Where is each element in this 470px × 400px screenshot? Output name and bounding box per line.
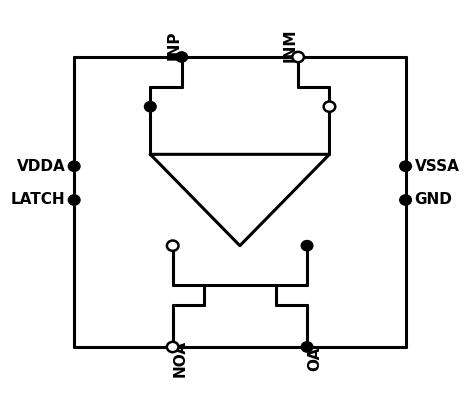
Text: INP: INP [167, 30, 181, 60]
Circle shape [324, 102, 335, 112]
Text: OA: OA [307, 347, 322, 371]
Circle shape [167, 342, 179, 352]
Circle shape [301, 342, 313, 352]
Text: VDDA: VDDA [16, 159, 65, 174]
Text: LATCH: LATCH [11, 192, 65, 208]
Circle shape [176, 52, 188, 62]
Circle shape [301, 240, 313, 251]
Circle shape [144, 102, 156, 112]
Circle shape [68, 161, 80, 171]
Circle shape [167, 240, 179, 251]
Circle shape [400, 195, 411, 205]
Text: GND: GND [415, 192, 453, 208]
Text: VSSA: VSSA [415, 159, 459, 174]
Text: INM: INM [283, 28, 298, 62]
Circle shape [400, 161, 411, 171]
Text: NOA: NOA [172, 340, 188, 378]
Circle shape [292, 52, 304, 62]
Circle shape [68, 195, 80, 205]
